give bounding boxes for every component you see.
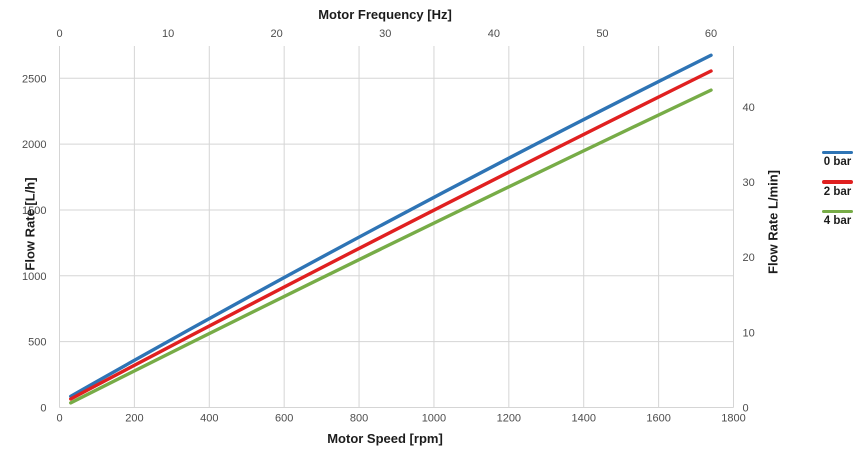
y-right-tick-label: 10 xyxy=(743,327,755,339)
y-left-tick-label: 0 xyxy=(40,403,46,415)
y-left-tick-label: 1500 xyxy=(22,205,46,217)
x-top-tick-label: 0 xyxy=(56,28,62,40)
x-bottom-tick-label: 200 xyxy=(125,413,143,425)
bottom-axis-title: Motor Speed [rpm] xyxy=(327,431,443,446)
x-top-tick-label: 50 xyxy=(596,28,608,40)
legend-line-swatch xyxy=(822,151,853,155)
legend-line-swatch xyxy=(822,209,853,214)
x-bottom-tick-label: 1000 xyxy=(422,413,446,425)
y-left-tick-label: 500 xyxy=(28,337,46,349)
legend: 0 bar 2 bar 4 bar xyxy=(822,151,853,227)
x-top-tick-label: 20 xyxy=(271,28,283,40)
series-line-0-bar xyxy=(69,53,713,399)
y-right-tick-label: 40 xyxy=(743,102,755,114)
legend-line-swatch xyxy=(822,180,853,184)
x-top-tick-label: 10 xyxy=(162,28,174,40)
x-bottom-tick-label: 1800 xyxy=(721,413,745,425)
legend-label: 4 bar xyxy=(823,215,852,228)
y-left-tick-label: 2500 xyxy=(22,73,46,85)
x-bottom-tick-label: 600 xyxy=(275,413,293,425)
x-top-tick-label: 40 xyxy=(488,28,500,40)
x-bottom-tick-label: 1200 xyxy=(497,413,521,425)
legend-entry-2-bar: 2 bar xyxy=(822,180,853,198)
x-bottom-tick-label: 400 xyxy=(200,413,218,425)
legend-entry-4-bar: 4 bar xyxy=(822,209,853,228)
y-left-tick-label: 1000 xyxy=(22,271,46,283)
x-top-tick-label: 60 xyxy=(705,28,717,40)
right-axis-title: Flow Rate L/min] xyxy=(765,170,781,274)
series-line-2-bar xyxy=(69,69,713,401)
x-bottom-tick-label: 800 xyxy=(350,413,368,425)
top-axis-title: Motor Frequency [Hz] xyxy=(318,7,452,22)
y-right-tick-label: 0 xyxy=(743,403,749,415)
x-bottom-tick-label: 1600 xyxy=(646,413,670,425)
left-axis-title: Flow Rate [L/h] xyxy=(22,177,38,271)
y-right-tick-label: 20 xyxy=(743,252,755,264)
x-top-tick-label: 30 xyxy=(379,28,391,40)
legend-label: 2 bar xyxy=(823,185,852,198)
y-left-tick-label: 2000 xyxy=(22,139,46,151)
legend-label: 0 bar xyxy=(823,156,852,169)
x-bottom-tick-label: 0 xyxy=(56,413,62,425)
x-bottom-tick-label: 1400 xyxy=(571,413,595,425)
legend-entry-0-bar: 0 bar xyxy=(822,151,853,168)
y-right-tick-label: 30 xyxy=(743,177,755,189)
series-line-4-bar xyxy=(69,88,713,405)
